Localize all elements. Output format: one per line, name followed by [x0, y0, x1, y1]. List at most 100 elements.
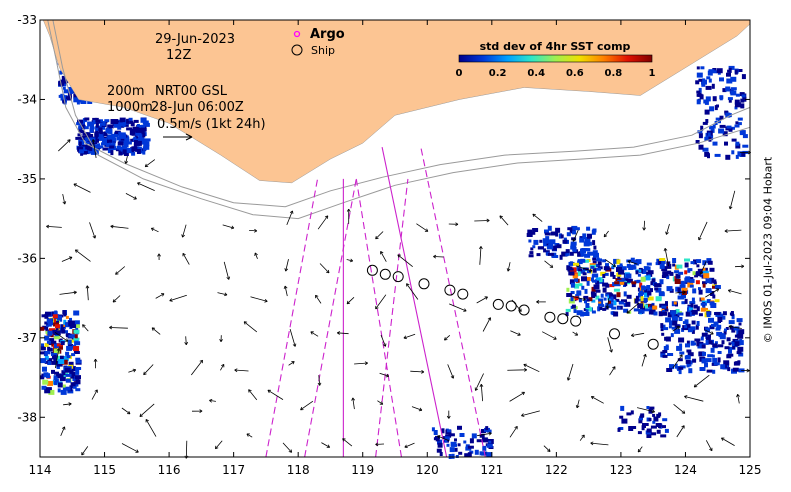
- sst-pixel: [605, 263, 609, 268]
- sst-pixel: [715, 117, 721, 121]
- sst-pixel: [590, 291, 595, 295]
- current-vector: [318, 375, 321, 386]
- credit-label: © IMOS 01-Jul-2023 09:04 Hobart: [761, 156, 775, 344]
- sst-pixel: [583, 241, 590, 247]
- sst-pixel: [591, 299, 596, 303]
- sst-pixel: [705, 278, 712, 284]
- sst-pixel: [92, 117, 98, 121]
- sst-pixel: [485, 426, 489, 431]
- vector-head: [404, 444, 408, 448]
- current-vector: [220, 364, 225, 371]
- sst-pixel: [692, 288, 697, 294]
- sst-pixel: [43, 372, 49, 378]
- sst-pixel: [547, 225, 552, 231]
- sst-pixel: [737, 122, 742, 126]
- sst-pixel: [102, 121, 106, 127]
- sst-pixel: [603, 297, 607, 301]
- vector-head: [61, 426, 66, 430]
- sst-pixel: [660, 434, 667, 438]
- sst-pixel: [678, 369, 682, 375]
- sst-pixel: [696, 72, 703, 78]
- sst-pixel: [457, 425, 462, 430]
- sst-pixel: [592, 279, 597, 283]
- current-vector: [666, 223, 670, 235]
- sst-pixel: [655, 296, 662, 302]
- sst-pixel: [726, 72, 731, 77]
- sst-pixel: [128, 117, 133, 121]
- vector-head: [382, 343, 387, 347]
- vector-head: [547, 448, 551, 452]
- hour-label: 12Z: [166, 48, 192, 63]
- sst-pixel: [600, 271, 607, 276]
- current-vector: [380, 251, 387, 262]
- sst-pixel: [116, 136, 121, 141]
- sst-pixel: [653, 311, 658, 316]
- sst-pixel: [40, 326, 45, 331]
- sst-pixel: [605, 283, 610, 288]
- sst-pixel: [639, 416, 643, 421]
- sst-pixel: [663, 327, 669, 331]
- current-vector: [729, 190, 736, 210]
- sst-pixel: [732, 346, 736, 349]
- vector-head: [82, 324, 86, 328]
- sst-pixel: [73, 329, 80, 334]
- sst-pixel: [635, 295, 639, 301]
- satellite-track: [265, 178, 319, 458]
- sst-pixel: [47, 330, 53, 336]
- sst-pixel: [616, 259, 621, 265]
- current-vector: [286, 210, 293, 226]
- sst-pixel: [87, 148, 94, 154]
- sst-pixel: [698, 289, 703, 295]
- sst-pixel: [46, 340, 51, 344]
- sst-pixel: [451, 453, 455, 459]
- sst-pixel: [561, 251, 568, 257]
- sst-pixel: [681, 287, 688, 291]
- sst-pixel: [717, 317, 723, 322]
- sst-pixel: [577, 270, 581, 276]
- sst-pixel: [661, 332, 665, 336]
- sst-pixel: [474, 449, 479, 455]
- sst-pixel: [678, 366, 684, 370]
- sst-pixel: [727, 367, 731, 372]
- sst-pixel: [659, 279, 664, 285]
- sst-pixel: [68, 344, 73, 347]
- sst-pixel: [586, 280, 590, 286]
- sst-pixel: [131, 128, 137, 132]
- y-tick-label: -33: [17, 13, 37, 27]
- sst-pixel: [701, 332, 708, 337]
- sst-pixel: [716, 104, 719, 108]
- sst-pixel: [529, 251, 534, 255]
- sst-pixel: [47, 346, 51, 351]
- current-vector: [215, 440, 223, 450]
- vector-head: [698, 236, 702, 241]
- legend: Argo Ship: [291, 27, 345, 57]
- sst-pixel: [44, 321, 49, 325]
- map-frame: [39, 19, 751, 458]
- sst-pixel: [618, 427, 624, 430]
- satellite-track: [375, 178, 409, 458]
- sst-pixel: [651, 278, 656, 283]
- sst-pixel: [131, 151, 136, 156]
- sst-pixel: [576, 290, 582, 296]
- current-vector: [139, 403, 155, 417]
- sst-pixel: [626, 294, 632, 299]
- current-vector: [109, 327, 128, 329]
- sst-pixel: [596, 258, 602, 262]
- vector-head: [137, 182, 141, 186]
- sst-pixel: [611, 266, 615, 270]
- sst-pixel: [124, 136, 130, 142]
- current-vector: [404, 442, 415, 448]
- current-vector: [91, 389, 98, 400]
- sst-pixel: [702, 121, 708, 125]
- current-vector: [637, 446, 643, 453]
- sst-pixel: [46, 318, 53, 324]
- sst-pixel: [70, 382, 76, 387]
- sst-pixel: [728, 348, 732, 354]
- sst-pixel: [644, 292, 647, 298]
- sst-pixel: [40, 346, 46, 351]
- current-vector: [128, 369, 136, 373]
- current-vector: [734, 265, 744, 268]
- sst-pixel: [723, 330, 727, 335]
- sst-pixel: [597, 261, 602, 266]
- sst-pixel: [536, 253, 541, 257]
